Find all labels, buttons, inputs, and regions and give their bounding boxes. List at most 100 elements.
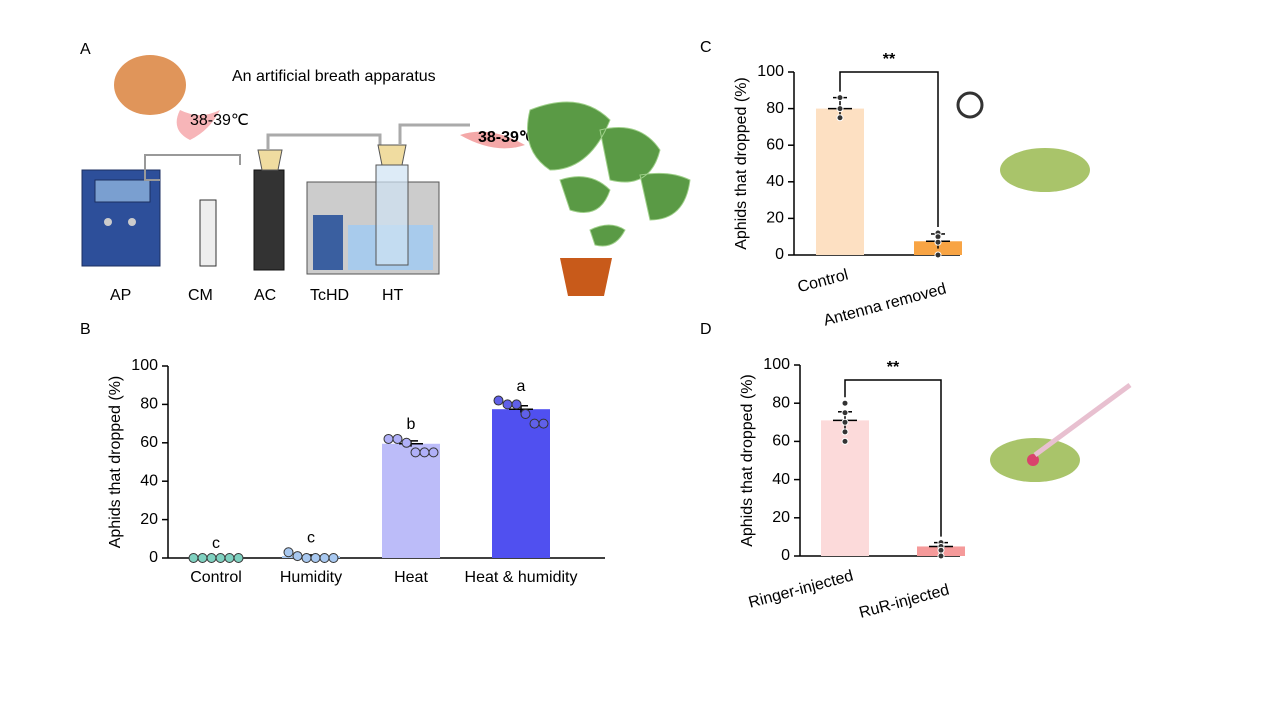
data-point: [502, 399, 513, 410]
data-point: [392, 433, 403, 444]
data-point: [841, 418, 849, 426]
data-point: [428, 447, 439, 458]
apparatus-diagram: An artificial breath apparatus 38-39℃ 38…: [81, 55, 691, 304]
data-point: [937, 552, 945, 560]
data-point: [538, 418, 549, 429]
plant: [527, 101, 691, 247]
group-letter: b: [407, 416, 416, 433]
y-tick-label: 40: [766, 173, 784, 190]
data-point: [529, 418, 540, 429]
data-point: [493, 395, 504, 406]
x-tick-label: Antenna removed: [822, 281, 948, 330]
x-tick-label: Heat & humidity: [465, 569, 578, 586]
data-point: [301, 553, 312, 563]
panel-label: C: [700, 39, 712, 56]
significance-bracket: [844, 379, 942, 537]
group-letter: c: [307, 529, 315, 546]
data-point: [283, 547, 294, 558]
x-tick-label: Ringer-injected: [747, 568, 855, 612]
panel-label: A: [80, 41, 91, 58]
y-axis-label: Aphids that dropped (%): [107, 376, 124, 549]
group-letter: a: [517, 378, 526, 395]
pot: [560, 258, 612, 296]
data-point: [419, 447, 430, 458]
data-point: [934, 238, 942, 246]
stopper: [377, 144, 407, 166]
y-tick-label: 20: [766, 210, 784, 227]
x-tick-label: Humidity: [280, 569, 342, 586]
data-point: [188, 553, 199, 563]
data-point: [233, 553, 244, 563]
x-tick-label: Control: [190, 569, 242, 586]
y-axis-label: Aphids that dropped (%): [739, 374, 756, 547]
x-tick-label: Control: [796, 267, 850, 297]
y-tick-label: 0: [775, 246, 784, 263]
stopper: [257, 149, 283, 171]
y-tick-label: 20: [140, 511, 158, 528]
y-tick-label: 20: [772, 509, 790, 526]
data-point: [841, 409, 849, 417]
data-point: [937, 546, 945, 554]
bar: [816, 108, 864, 255]
significance-bracket: [839, 71, 939, 228]
aphid-c: [956, 91, 1090, 192]
data-point: [401, 437, 412, 448]
x-tick-label: Heat: [394, 569, 428, 586]
tube: [144, 154, 241, 181]
heater: [313, 215, 343, 270]
data-point: [197, 553, 208, 563]
x-tick-label: RuR-injected: [857, 582, 951, 622]
data-point: [224, 553, 235, 563]
diagram-label: AC: [254, 287, 276, 304]
y-tick-label: 60: [766, 136, 784, 153]
bar: [492, 409, 550, 558]
y-tick-label: 80: [140, 396, 158, 413]
data-point: [328, 553, 339, 563]
temp-label: 38-39℃: [478, 129, 537, 146]
ac: [253, 169, 285, 271]
data-point: [292, 551, 303, 562]
data-point: [383, 433, 394, 444]
y-tick-label: 80: [766, 100, 784, 117]
y-tick-label: 40: [772, 471, 790, 488]
significance-label: **: [883, 51, 896, 68]
data-point: [836, 94, 844, 102]
ht: [375, 164, 409, 266]
significance-label: **: [887, 359, 900, 376]
y-tick-label: 0: [149, 549, 158, 566]
y-axis-label: Aphids that dropped (%): [733, 77, 750, 250]
data-point: [836, 114, 844, 122]
tube: [398, 123, 470, 145]
y-tick-label: 80: [772, 394, 790, 411]
diagram-label: HT: [382, 287, 404, 304]
y-tick-label: 100: [757, 63, 784, 80]
cow-head: [114, 55, 186, 115]
data-point: [841, 437, 849, 445]
diagram-label: CM: [188, 287, 213, 304]
knob: [104, 218, 112, 226]
breath: [176, 110, 220, 140]
display: [94, 179, 151, 203]
data-point: [520, 409, 531, 419]
bar: [382, 443, 440, 558]
cm: [199, 199, 217, 267]
group-letter: c: [212, 535, 220, 552]
aphid-d: [990, 382, 1132, 482]
y-tick-label: 100: [763, 356, 790, 373]
knob: [128, 218, 136, 226]
data-point: [841, 428, 849, 436]
data-point: [319, 553, 330, 563]
y-tick-label: 100: [131, 357, 158, 374]
diagram-label: AP: [110, 287, 131, 304]
y-tick-label: 40: [140, 472, 158, 489]
breath: [460, 131, 525, 149]
y-tick-label: 60: [772, 433, 790, 450]
diagram-title: An artificial breath apparatus: [232, 68, 436, 85]
data-point: [934, 251, 942, 259]
data-point: [836, 105, 844, 113]
data-point: [410, 447, 421, 458]
data-point: [310, 553, 321, 563]
y-tick-label: 0: [781, 547, 790, 564]
panel-label: B: [80, 321, 91, 338]
